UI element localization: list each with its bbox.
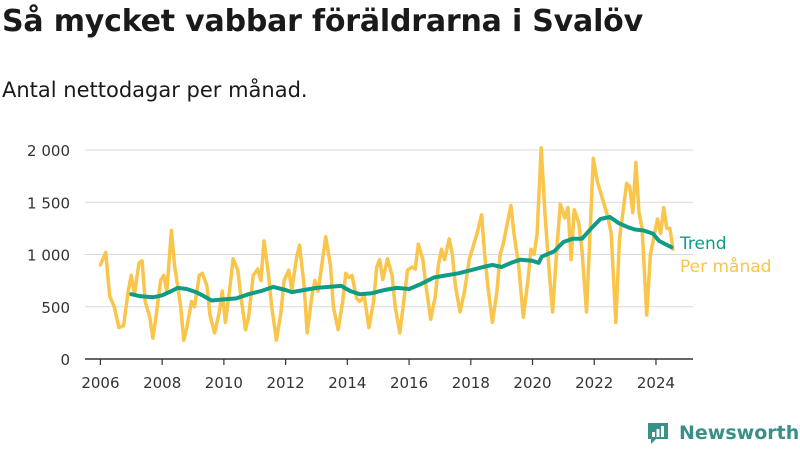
- x-tick-label: 2024: [637, 374, 675, 392]
- y-axis: 0 500 1 000 1 500 2 000: [27, 142, 70, 369]
- x-tick-label: 2016: [390, 374, 428, 392]
- y-tick-label: 1 000: [27, 247, 70, 265]
- x-tick-label: 2020: [513, 374, 551, 392]
- chart-subtitle: Antal nettodagar per månad.: [2, 78, 308, 102]
- legend-label-trend: Trend: [679, 234, 727, 254]
- y-tick-label: 2 000: [27, 142, 70, 160]
- brand-name: Newsworthy: [679, 422, 800, 444]
- series-line-monthly: [98, 146, 675, 342]
- x-axis: 2006 2008 2010 2012 2014 2016 2018 2020 2022 2024: [81, 358, 693, 392]
- x-tick-label: 2018: [452, 374, 490, 392]
- x-tick-label: 2012: [267, 374, 305, 392]
- series-line-trend: [129, 214, 674, 303]
- legend-label-monthly: Per månad: [680, 256, 771, 277]
- x-tick-label: 2022: [575, 374, 613, 392]
- x-tick-label: 2006: [81, 374, 119, 392]
- y-tick-label: 1 500: [27, 194, 70, 212]
- x-tick-label: 2008: [143, 374, 181, 392]
- y-tick-label: 0: [60, 351, 70, 369]
- chart-series: [98, 146, 675, 342]
- chart-title: Så mycket vabbar föräldrarna i Svalöv: [2, 4, 643, 39]
- newsworthy-logo-icon: [648, 423, 668, 444]
- y-tick-label: 500: [41, 299, 70, 317]
- x-tick-label: 2014: [328, 374, 366, 392]
- x-tick-label: 2010: [205, 374, 243, 392]
- brand-logo: Newsworthy: [645, 420, 800, 446]
